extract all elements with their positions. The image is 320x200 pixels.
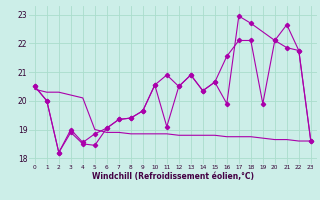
X-axis label: Windchill (Refroidissement éolien,°C): Windchill (Refroidissement éolien,°C) — [92, 172, 254, 181]
